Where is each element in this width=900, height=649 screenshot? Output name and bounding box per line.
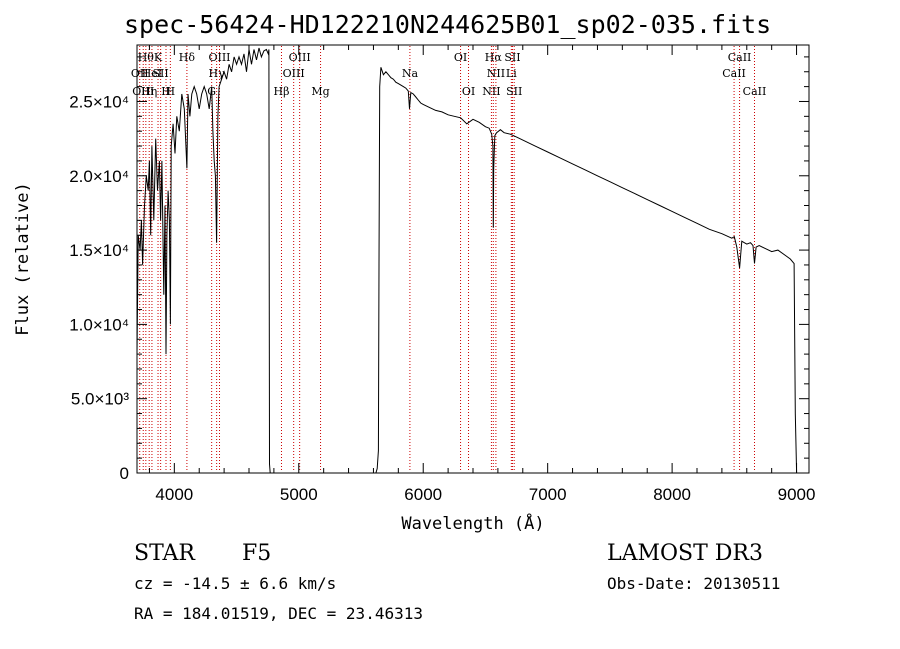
line-label-4: HeI [142,67,162,80]
line-label-14: OIII [283,67,305,80]
line-label-20: NII [482,85,500,98]
spectral-line-markers [139,46,755,472]
line-label-21: Hα [485,51,503,64]
object-class: STAR [134,541,195,566]
line-label-12: OIII [208,51,230,64]
line-label-22: NII [487,67,505,80]
y-tick-label-1: 5.0×10³ [71,390,129,409]
obs-date: Obs-Date: 20130511 [607,574,781,593]
line-label-9: Hδ [179,51,196,64]
line-label-13: Hβ [274,85,290,98]
y-tick-label-5: 2.5×10⁴ [69,92,129,111]
line-label-0: OII [131,67,149,80]
x-tick-label-0: 4000 [155,485,193,504]
line-label-16: Mg [311,85,329,98]
y-tick-label-0: 0 [120,464,129,483]
line-label-5: K [154,51,163,64]
coordinates: RA = 184.01519, DEC = 23.46313 [134,604,423,623]
x-tick-label-5: 9000 [778,485,816,504]
line-label-26: CaII [722,67,746,80]
line-label-1: OIII [132,85,154,98]
x-tick-label-3: 7000 [529,485,567,504]
line-label-23: Li [506,67,517,80]
plot-frame [136,44,810,474]
x-tick-label-4: 8000 [653,485,691,504]
line-label-11: Hγ [209,67,226,80]
line-label-15: OIII [289,51,311,64]
line-label-25: SII [506,85,522,98]
y-tick-label-2: 1.0×10⁴ [69,315,129,334]
line-label-3: Hη [141,85,157,98]
line-label-18: OI [454,51,467,64]
line-label-19: OI [462,85,475,98]
x-axis-ticks: 4000 5000 6000 7000 8000 9000 [148,45,816,504]
object-subclass: F5 [242,541,272,566]
survey-name: LAMOST DR3 [607,541,763,566]
line-label-8: H [166,85,176,98]
line-label-17: Na [402,67,419,80]
x-tick-label-1: 5000 [280,485,318,504]
x-tick-label-2: 6000 [404,485,442,504]
line-label-7: H [161,85,171,98]
spectral-line-labels: OIIOIIIHθHηHeIKSIIHHHδGHγOIIIHβOIIIOIIIM… [131,51,766,98]
spectrum-line [136,47,798,474]
redshift-text: cz = -14.5 ± 6.6 km/s [134,574,337,593]
line-label-24: SII [504,51,520,64]
chart-title: spec-56424-HD122210N244625B01_sp02-035.f… [124,10,772,39]
y-tick-label-4: 2.0×10⁴ [69,167,129,186]
line-label-2: Hθ [138,51,155,64]
x-axis-label: Wavelength (Å) [401,512,544,534]
y-tick-label-3: 1.5×10⁴ [69,241,129,260]
line-label-6: SII [153,67,169,80]
line-label-27: CaII [728,51,752,64]
line-label-28: CaII [743,85,767,98]
y-axis-ticks: 0 5.0×10³ 1.0×10⁴ 1.5×10⁴ 2.0×10⁴ 2.5×10⁴ [69,56,809,483]
y-axis-label: Flux (relative) [13,182,33,336]
